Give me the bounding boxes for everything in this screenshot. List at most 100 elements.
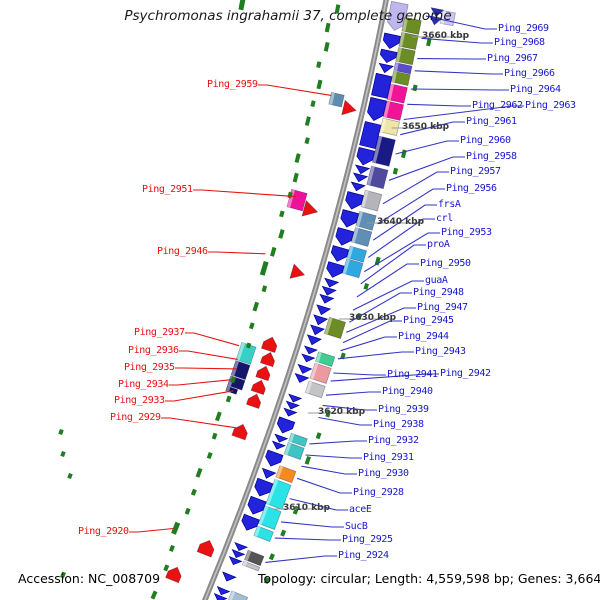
gene-label-right[interactable]: Ping_2943 — [415, 346, 466, 357]
gene-label-right[interactable]: Ping_2956 — [446, 183, 497, 194]
gene-label-right[interactable]: crl — [436, 213, 453, 224]
gene-label-right[interactable]: Ping_2928 — [353, 487, 404, 498]
red-direction-arrow[interactable] — [259, 351, 275, 368]
gene-label-left[interactable]: Ping_2934 — [118, 379, 169, 390]
gene-label-left[interactable]: Ping_2937 — [134, 327, 185, 338]
gene-label-right[interactable]: Ping_2939 — [378, 404, 429, 415]
gene-arrow[interactable] — [378, 62, 394, 74]
gene-arrow[interactable] — [274, 433, 289, 443]
gene-arrow[interactable] — [271, 440, 286, 450]
gene-label-right[interactable]: Ping_2966 — [504, 68, 555, 79]
gene-label-right[interactable]: Ping_2924 — [338, 550, 389, 561]
gene-arrow[interactable] — [321, 285, 337, 296]
gene-label-right[interactable]: Ping_2938 — [373, 419, 424, 430]
gene-label-left[interactable]: Ping_2935 — [124, 362, 175, 373]
gene-arrow[interactable] — [216, 586, 231, 596]
gene-label-right[interactable]: Ping_2960 — [460, 135, 511, 146]
gene-arrow[interactable] — [352, 172, 369, 183]
gene-arrow[interactable] — [283, 407, 298, 417]
gene-label-right[interactable]: Ping_2925 — [342, 534, 393, 545]
gene-arrow[interactable] — [356, 146, 376, 166]
gene-label-right[interactable]: Ping_2967 — [487, 53, 538, 64]
gene-arrow[interactable] — [303, 345, 318, 355]
gene-label-right[interactable]: Ping_2968 — [494, 37, 545, 48]
gene-arrow[interactable] — [324, 277, 340, 288]
gene-box[interactable] — [359, 121, 382, 150]
gene-label-right[interactable]: Ping_2932 — [368, 435, 419, 446]
gene-arrow[interactable] — [316, 304, 332, 316]
gene-label-right[interactable]: Ping_2948 — [413, 287, 464, 298]
gene-label-left[interactable]: Ping_2920 — [78, 526, 129, 537]
gene-box[interactable] — [393, 62, 413, 75]
gene-arrow[interactable] — [231, 548, 246, 559]
gene-arrow[interactable] — [379, 48, 398, 64]
gene-label-right[interactable]: Ping_2945 — [403, 315, 454, 326]
gene-box[interactable] — [241, 560, 261, 572]
gene-arrow[interactable] — [387, 0, 409, 31]
gene-arrow[interactable] — [265, 449, 284, 467]
gene-label-right[interactable]: proA — [427, 239, 450, 250]
red-direction-arrow[interactable] — [250, 379, 266, 396]
gene-label-right[interactable]: Ping_2963 — [525, 100, 576, 111]
gene-arrow[interactable] — [430, 7, 445, 18]
gene-arrow[interactable] — [254, 477, 274, 497]
red-direction-arrow[interactable] — [165, 566, 182, 584]
gene-arrow[interactable] — [301, 353, 316, 363]
gene-arrow[interactable] — [354, 164, 371, 175]
gene-arrow[interactable] — [228, 555, 243, 566]
gene-arrow[interactable] — [313, 314, 329, 326]
gene-label-right[interactable]: Ping_2942 — [440, 368, 491, 379]
gene-arrow[interactable] — [428, 15, 443, 26]
gene-arrow[interactable] — [382, 32, 401, 49]
gene-label-right[interactable]: Ping_2944 — [398, 331, 449, 342]
gene-arrow[interactable] — [234, 541, 249, 551]
gene-arrow[interactable] — [297, 363, 313, 374]
gene-box[interactable] — [371, 72, 393, 99]
gene-arrow[interactable] — [294, 373, 310, 383]
gene-arrow[interactable] — [335, 227, 355, 246]
gene-label-right[interactable]: Ping_2931 — [363, 452, 414, 463]
gene-label-left[interactable]: Ping_2951 — [142, 184, 193, 195]
gene-label-right[interactable]: Ping_2958 — [466, 151, 517, 162]
gene-label-right[interactable]: SucB — [345, 521, 368, 532]
gene-arrow[interactable] — [340, 209, 360, 228]
red-direction-arrow[interactable] — [289, 263, 306, 279]
gene-label-left[interactable]: Ping_2929 — [110, 412, 161, 423]
red-direction-arrow[interactable] — [245, 393, 262, 409]
gene-label-right[interactable]: Ping_2950 — [420, 258, 471, 269]
gene-label-right[interactable]: frsA — [438, 199, 461, 210]
gene-arrow[interactable] — [288, 393, 303, 403]
gene-label-right[interactable]: Ping_2969 — [498, 23, 549, 34]
gene-arrow[interactable] — [306, 334, 322, 346]
gene-arrow[interactable] — [326, 261, 345, 278]
gene-arrow[interactable] — [222, 571, 237, 582]
gene-label-left[interactable]: Ping_2946 — [157, 246, 208, 257]
gene-arrow[interactable] — [285, 400, 300, 410]
gene-label-right[interactable]: Ping_2947 — [417, 302, 468, 313]
gene-arrow[interactable] — [350, 181, 366, 192]
gene-label-right[interactable]: guaA — [425, 275, 448, 286]
gene-arrow[interactable] — [241, 513, 260, 531]
gene-label-right[interactable]: Ping_2957 — [450, 166, 501, 177]
gene-arrow[interactable] — [319, 293, 335, 304]
red-direction-arrow[interactable] — [255, 365, 271, 382]
gene-label-right[interactable]: Ping_2961 — [466, 116, 517, 127]
gene-label-right[interactable]: Ping_2940 — [382, 386, 433, 397]
gene-arrow[interactable] — [276, 416, 296, 434]
gene-arrow[interactable] — [247, 495, 267, 515]
gene-arrow[interactable] — [261, 467, 277, 479]
gene-label-left[interactable]: Ping_2936 — [128, 345, 179, 356]
red-direction-arrow[interactable] — [301, 199, 319, 217]
gene-label-right[interactable]: Ping_2962 — [472, 100, 523, 111]
gene-arrow[interactable] — [330, 245, 350, 262]
gene-label-right[interactable]: Ping_2930 — [358, 468, 409, 479]
gene-arrow[interactable] — [213, 593, 228, 600]
gene-label-left[interactable]: Ping_2933 — [114, 395, 165, 406]
gene-label-right[interactable]: Ping_2941 — [387, 369, 438, 380]
gene-arrow[interactable] — [310, 324, 325, 336]
red-direction-arrow[interactable] — [260, 336, 278, 353]
red-direction-arrow[interactable] — [231, 423, 248, 441]
gene-arrow[interactable] — [345, 191, 364, 210]
gene-arrow[interactable] — [367, 96, 387, 122]
